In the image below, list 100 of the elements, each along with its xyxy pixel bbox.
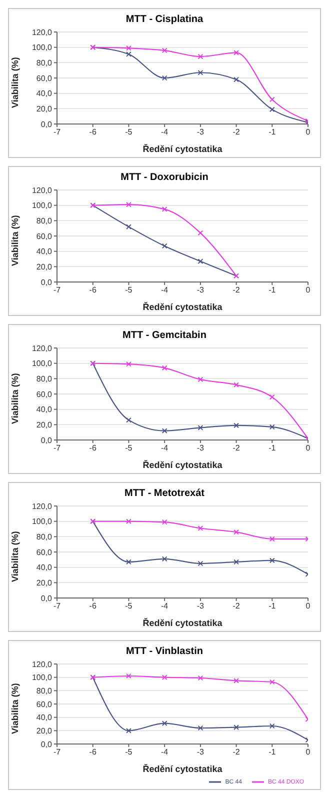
point — [126, 417, 132, 423]
y-tick-label: 120,0 — [32, 502, 53, 511]
point — [198, 230, 204, 236]
point — [269, 96, 275, 102]
y-tick-label: 100,0 — [32, 201, 53, 210]
point — [234, 50, 239, 56]
point — [198, 54, 204, 60]
point — [162, 365, 168, 371]
point — [198, 725, 204, 731]
point — [126, 361, 132, 367]
point — [269, 679, 275, 685]
point — [126, 224, 132, 230]
point — [234, 678, 239, 684]
x-axis-title: Ředění cytostatika — [142, 459, 224, 470]
y-tick-label: 40,0 — [36, 713, 53, 722]
x-tick-label: -1 — [268, 128, 276, 137]
x-tick-label: -5 — [125, 602, 133, 611]
x-tick-label: -3 — [196, 602, 205, 611]
y-tick-label: 20,0 — [36, 420, 53, 430]
x-tick-label: -5 — [125, 286, 133, 295]
point — [269, 723, 275, 729]
point — [162, 48, 168, 54]
y-tick-label: 80,0 — [36, 374, 53, 384]
point — [126, 518, 132, 524]
point — [269, 106, 275, 112]
y-tick-label: 40,0 — [36, 405, 53, 414]
y-tick-label: 20,0 — [36, 578, 53, 588]
x-tick-label: 0 — [306, 748, 311, 757]
point — [126, 728, 132, 734]
x-tick-label: -2 — [232, 286, 240, 295]
point — [198, 526, 204, 531]
point — [198, 425, 204, 430]
chart-title: MTT - Vinblastin — [124, 645, 204, 659]
point — [198, 70, 204, 76]
point — [234, 559, 239, 565]
x-tick-label: -6 — [89, 128, 97, 137]
x-tick-label: -6 — [89, 602, 97, 611]
x-tick-label: -7 — [53, 128, 62, 137]
y-tick-label: 20,0 — [36, 726, 53, 736]
x-tick-label: -7 — [53, 286, 62, 295]
x-tick-label: -4 — [161, 602, 169, 611]
y-tick-label: 100,0 — [32, 673, 53, 682]
point — [198, 376, 204, 382]
point — [269, 424, 275, 430]
y-tick-label: 20,0 — [36, 262, 53, 272]
y-tick-label: 40,0 — [36, 89, 53, 98]
y-tick-label: 80,0 — [36, 216, 53, 226]
y-tick-label: 60,0 — [36, 74, 53, 83]
y-tick-label: 120,0 — [32, 28, 53, 37]
x-tick-label: -1 — [268, 602, 276, 611]
x-tick-label: -4 — [161, 286, 169, 295]
y-tick-label: 100,0 — [32, 359, 53, 368]
y-tick-label: 0,0 — [40, 740, 53, 749]
point — [162, 206, 168, 212]
y-tick-label: 0,0 — [40, 120, 53, 129]
x-tick-label: 0 — [306, 128, 311, 137]
point — [269, 394, 275, 400]
point — [234, 529, 239, 535]
chart-title: MTT - Metotrexát — [124, 487, 206, 501]
chart-title: MTT - Doxorubicin — [120, 171, 210, 185]
x-tick-label: -2 — [232, 128, 240, 137]
y-tick-label: 60,0 — [36, 700, 53, 709]
y-tick-label: 60,0 — [36, 232, 53, 241]
x-tick-label: -2 — [232, 444, 240, 453]
point — [198, 675, 204, 681]
point — [162, 674, 168, 680]
x-tick-label: -5 — [125, 748, 133, 757]
point — [234, 724, 239, 730]
x-tick-label: -2 — [232, 748, 240, 757]
x-tick-label: 0 — [306, 444, 311, 453]
point — [198, 560, 204, 566]
x-tick-label: -4 — [161, 128, 169, 137]
x-tick-label: -1 — [268, 748, 276, 757]
point — [198, 258, 204, 264]
x-tick-label: -7 — [53, 444, 62, 453]
x-tick-label: -3 — [196, 748, 205, 757]
y-axis-title: Viabilita (%) — [10, 373, 20, 424]
y-tick-label: 60,0 — [36, 390, 53, 399]
y-tick-label: 0,0 — [40, 278, 53, 287]
y-axis-title: Viabilita (%) — [10, 531, 20, 582]
x-tick-label: -4 — [161, 748, 169, 757]
x-axis-title: Ředění cytostatika — [142, 617, 224, 628]
point — [269, 536, 275, 542]
y-tick-label: 60,0 — [36, 548, 53, 557]
point — [234, 76, 239, 82]
x-tick-label: -3 — [196, 444, 205, 453]
x-tick-label: -3 — [196, 128, 205, 137]
x-tick-label: -5 — [125, 444, 133, 453]
y-tick-label: 120,0 — [32, 186, 53, 195]
y-tick-label: 120,0 — [32, 660, 53, 669]
point — [162, 428, 168, 434]
x-tick-label: 0 — [306, 602, 311, 611]
x-tick-label: -2 — [232, 602, 240, 611]
x-tick-label: -7 — [53, 602, 62, 611]
chart-title: MTT - Gemcitabin — [122, 329, 208, 343]
x-tick-label: 0 — [306, 286, 311, 295]
x-tick-label: -6 — [89, 444, 97, 453]
x-tick-label: -1 — [268, 286, 276, 295]
y-axis-title: Viabilita (%) — [10, 215, 20, 266]
x-tick-label: -6 — [89, 286, 97, 295]
